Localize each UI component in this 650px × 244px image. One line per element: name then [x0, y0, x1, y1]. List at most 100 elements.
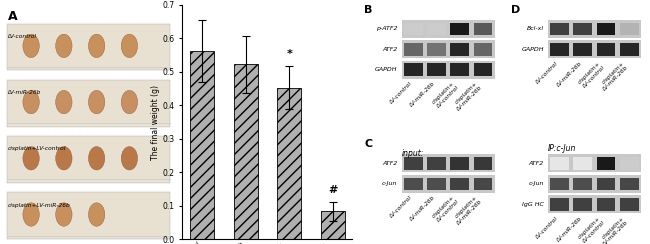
Bar: [620, 43, 638, 56]
Bar: [404, 157, 422, 170]
Text: c-Jun: c-Jun: [528, 181, 544, 186]
Text: cisplatin+
LV-control: cisplatin+ LV-control: [578, 215, 606, 244]
Bar: [573, 157, 592, 170]
Text: cisplatin+
LV-control: cisplatin+ LV-control: [578, 60, 606, 89]
Bar: [548, 195, 641, 213]
Ellipse shape: [23, 34, 39, 58]
Text: GAPDH: GAPDH: [521, 47, 544, 52]
Bar: [597, 43, 616, 56]
Bar: [450, 63, 469, 76]
Text: A: A: [8, 10, 18, 22]
Bar: [427, 63, 446, 76]
Y-axis label: The final weight (g): The final weight (g): [151, 84, 160, 160]
Bar: [573, 198, 592, 211]
FancyBboxPatch shape: [6, 136, 170, 183]
Bar: [474, 157, 492, 170]
Bar: [427, 22, 446, 35]
Bar: [277, 88, 301, 239]
Bar: [548, 40, 641, 58]
Text: B: B: [365, 5, 372, 15]
Bar: [402, 20, 495, 38]
Text: LV-miR-26b: LV-miR-26b: [410, 195, 437, 222]
Ellipse shape: [122, 90, 138, 114]
Ellipse shape: [88, 34, 105, 58]
Text: cisplatin+LV-control: cisplatin+LV-control: [8, 146, 66, 152]
Bar: [550, 43, 569, 56]
Text: LV-control: LV-control: [536, 215, 560, 239]
Bar: [550, 198, 569, 211]
Ellipse shape: [122, 147, 138, 170]
Bar: [474, 43, 492, 56]
Bar: [402, 175, 495, 193]
Ellipse shape: [88, 147, 105, 170]
Bar: [404, 63, 422, 76]
Bar: [427, 43, 446, 56]
Bar: [620, 198, 638, 211]
Bar: [597, 198, 616, 211]
Text: cisplatin+
LV-control: cisplatin+ LV-control: [432, 195, 460, 223]
Bar: [450, 22, 469, 35]
Ellipse shape: [23, 147, 39, 170]
FancyBboxPatch shape: [6, 80, 170, 127]
Bar: [402, 61, 495, 79]
Text: LV-control: LV-control: [389, 195, 413, 219]
Bar: [450, 43, 469, 56]
Bar: [233, 64, 257, 239]
Text: LV-miR-26b: LV-miR-26b: [8, 90, 42, 95]
Text: cisplatin+
LV-miR-26b: cisplatin+ LV-miR-26b: [598, 60, 629, 92]
Ellipse shape: [23, 203, 39, 226]
Bar: [550, 22, 569, 35]
Bar: [404, 178, 422, 190]
Text: LV-control: LV-control: [536, 60, 560, 84]
Bar: [573, 22, 592, 35]
Text: ATF2: ATF2: [382, 161, 398, 166]
Bar: [620, 178, 638, 190]
Text: cisplatin+
LV-miR-26b: cisplatin+ LV-miR-26b: [452, 81, 483, 112]
Bar: [320, 211, 344, 239]
Text: p-ATF2: p-ATF2: [376, 26, 398, 31]
Bar: [550, 178, 569, 190]
Text: #: #: [328, 185, 337, 195]
Text: C: C: [365, 139, 372, 149]
Bar: [404, 22, 422, 35]
Text: LV-miR-26b: LV-miR-26b: [556, 215, 582, 242]
Text: ATF2: ATF2: [528, 161, 544, 166]
Text: cisplatin+
LV-control: cisplatin+ LV-control: [432, 81, 460, 109]
Text: c-Jun: c-Jun: [382, 181, 398, 186]
Bar: [404, 43, 422, 56]
Bar: [450, 178, 469, 190]
Bar: [427, 178, 446, 190]
Text: LV-miR-26b: LV-miR-26b: [410, 81, 437, 108]
Bar: [573, 43, 592, 56]
Bar: [550, 157, 569, 170]
Bar: [597, 178, 616, 190]
Text: LV-control: LV-control: [8, 34, 37, 39]
Bar: [474, 178, 492, 190]
Bar: [402, 40, 495, 58]
Bar: [620, 22, 638, 35]
Bar: [597, 22, 616, 35]
FancyBboxPatch shape: [6, 192, 170, 239]
Text: IgG HC: IgG HC: [522, 202, 544, 207]
Bar: [450, 157, 469, 170]
Ellipse shape: [56, 147, 72, 170]
Bar: [620, 157, 638, 170]
Bar: [597, 157, 616, 170]
Ellipse shape: [56, 203, 72, 226]
Text: *: *: [286, 49, 292, 59]
Text: GAPDH: GAPDH: [375, 67, 398, 72]
Text: LV-miR-26b: LV-miR-26b: [556, 60, 582, 87]
Text: cisplatin+
LV-miR-26b: cisplatin+ LV-miR-26b: [598, 215, 629, 244]
Bar: [474, 22, 492, 35]
Text: Bcl-xl: Bcl-xl: [526, 26, 544, 31]
Ellipse shape: [56, 90, 72, 114]
Text: D: D: [511, 5, 520, 15]
Ellipse shape: [88, 90, 105, 114]
Ellipse shape: [56, 34, 72, 58]
Ellipse shape: [23, 90, 39, 114]
FancyBboxPatch shape: [6, 24, 170, 71]
Bar: [573, 178, 592, 190]
Text: cisplatin+LV-miR-26b: cisplatin+LV-miR-26b: [8, 203, 71, 208]
Text: LV-control: LV-control: [389, 81, 413, 105]
Bar: [548, 154, 641, 172]
